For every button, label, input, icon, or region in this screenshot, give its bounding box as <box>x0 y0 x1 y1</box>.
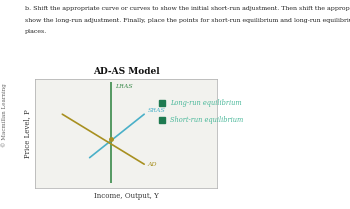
Text: © Macmillan Learning: © Macmillan Learning <box>1 83 7 147</box>
Text: b. Shift the appropriate curve or curves to show the initial short-run adjustmen: b. Shift the appropriate curve or curves… <box>25 6 350 11</box>
Text: places.: places. <box>25 29 47 34</box>
X-axis label: Income, Output, Y: Income, Output, Y <box>93 192 159 200</box>
Title: AD-AS Model: AD-AS Model <box>93 67 159 76</box>
Text: SRAS: SRAS <box>148 108 166 113</box>
Text: LRAS: LRAS <box>115 84 133 89</box>
Text: AD: AD <box>148 162 158 167</box>
Text: Short-run equilibrium: Short-run equilibrium <box>170 116 243 124</box>
Text: Long-run equilibrium: Long-run equilibrium <box>170 99 241 107</box>
Text: show the long-run adjustment. Finally, place the points for short-run equilibriu: show the long-run adjustment. Finally, p… <box>25 18 350 23</box>
Y-axis label: Price Level, P: Price Level, P <box>23 109 31 158</box>
